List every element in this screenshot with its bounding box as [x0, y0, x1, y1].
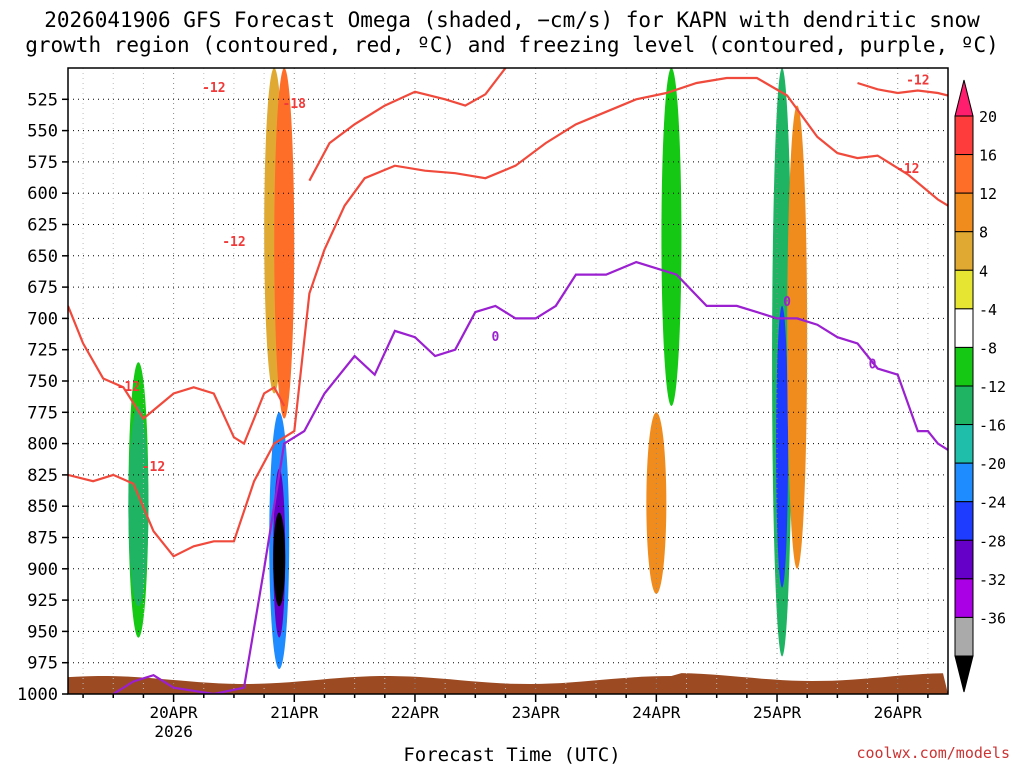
- y-tick-label: 525: [27, 90, 58, 110]
- plot-area: -18 -12 -12 -12 -12 -12 -12 0 0 0: [67, 67, 949, 695]
- contour-label: -12: [202, 81, 225, 96]
- x-tick-label: 22APR: [391, 703, 440, 722]
- colorbar-label: 4: [979, 262, 988, 280]
- omega-cell-11: [776, 305, 789, 588]
- x-tick-label: 21APR: [270, 703, 319, 722]
- colorbar-box: [954, 192, 974, 233]
- contour-line-4: [112, 260, 948, 694]
- y-tick-label: 1000: [17, 685, 58, 705]
- source-credit: coolwx.com/models: [856, 744, 1010, 762]
- plot-content: -18 -12 -12 -12 -12 -12 -12 0 0 0: [68, 68, 948, 694]
- y-tick-label: 775: [27, 403, 58, 423]
- omega-cell-12: [787, 105, 808, 569]
- terrain-band: [68, 673, 948, 694]
- contour-label: -12: [896, 162, 919, 177]
- colorbar-label: -28: [979, 532, 1006, 550]
- y-tick-label: 950: [27, 622, 58, 642]
- colorbar-box: [954, 346, 974, 387]
- colorbar-box: [954, 462, 974, 503]
- colorbar-label: 12: [979, 185, 997, 203]
- y-tick-label: 975: [27, 654, 58, 674]
- colorbar-box: [954, 269, 974, 310]
- omega-cell-6: [273, 512, 286, 607]
- contour-line-2: [68, 76, 948, 558]
- chart-title: 2026041906 GFS Forecast Omega (shaded, −…: [0, 8, 1024, 58]
- y-tick-label: 675: [27, 278, 58, 298]
- colorbar-box: [954, 115, 974, 156]
- y-tick-label: 875: [27, 529, 58, 549]
- y-tick-label: 625: [27, 216, 58, 236]
- contour-line-1: [68, 305, 286, 446]
- contour-label: 0: [492, 330, 500, 345]
- colorbar-label: -20: [979, 455, 1006, 473]
- contour-label: -12: [142, 460, 165, 475]
- contour-line-0: [308, 68, 507, 182]
- colorbar-box: [954, 616, 974, 657]
- x-tick-label: 24APR: [632, 703, 681, 722]
- x-axis-label: Forecast Time (UTC): [403, 744, 621, 766]
- y-tick-label: 925: [27, 591, 58, 611]
- colorbar-box: [954, 539, 974, 580]
- contour-line-3: [857, 81, 948, 97]
- y-tick-label: 825: [27, 466, 58, 486]
- colorbar-box: [954, 424, 974, 464]
- colorbar-box: [954, 308, 974, 348]
- contour-label: -12: [117, 380, 140, 395]
- y-tick-label: 550: [27, 122, 58, 142]
- x-tick-sublabel: 2026: [154, 722, 193, 741]
- colorbar-label: -36: [979, 609, 1006, 627]
- colorbar-box: [954, 501, 974, 541]
- colorbar-label: -12: [979, 378, 1006, 396]
- colorbar-label: 16: [979, 147, 997, 165]
- colorbar-label: -16: [979, 417, 1006, 435]
- contour-label: 0: [869, 357, 877, 372]
- colorbar-label: -24: [979, 494, 1006, 512]
- colorbar-box: [954, 385, 974, 426]
- colorbar-box: [954, 231, 974, 271]
- y-tick-label: 750: [27, 372, 58, 392]
- colorbar-box: [954, 154, 974, 194]
- contour-label: -12: [222, 235, 245, 250]
- title-line-2: growth region (contoured, red, ºC) and f…: [25, 33, 999, 57]
- colorbar-top-arrow: [954, 79, 974, 117]
- colorbar-label: -8: [979, 339, 997, 357]
- y-tick-label: 800: [27, 435, 58, 455]
- y-tick-label: 700: [27, 309, 58, 329]
- x-tick-label: 25APR: [753, 703, 802, 722]
- y-tick-label: 725: [27, 341, 58, 361]
- omega-cell-3: [274, 68, 295, 419]
- colorbar-bottom-arrow: [954, 655, 974, 693]
- colorbar-label: 20: [979, 108, 997, 126]
- colorbar-label: -4: [979, 301, 997, 319]
- x-tick-label: 20APR: [150, 703, 199, 722]
- colorbar-box: [954, 578, 974, 618]
- contour-label: -18: [283, 97, 307, 112]
- y-tick-label: 600: [27, 184, 58, 204]
- y-axis: 525 550 575 600 625 650 675 700 725 750 775 800 825 8…: [17, 90, 68, 705]
- colorbar-label: 8: [979, 224, 988, 242]
- contour-label: 0: [783, 295, 791, 310]
- y-tick-label: 900: [27, 560, 58, 580]
- title-line-1: 2026041906 GFS Forecast Omega (shaded, −…: [44, 8, 980, 32]
- colorbar: 20 16 12 8 4 -4 -8 -12 -16 -20 -24 -28 -32 -36: [954, 79, 1006, 693]
- y-tick-label: 850: [27, 497, 58, 517]
- omega-cell-13: [837, 268, 858, 594]
- contour-label: -12: [906, 73, 929, 88]
- y-tick-label: 650: [27, 247, 58, 267]
- y-tick-label: 575: [27, 153, 58, 173]
- omega-cell-8: [661, 68, 682, 407]
- x-tick-label: 23APR: [512, 703, 561, 722]
- colorbar-label: -32: [979, 571, 1006, 589]
- x-tick-label: 26APR: [874, 703, 923, 722]
- omega-cell-7: [294, 118, 315, 319]
